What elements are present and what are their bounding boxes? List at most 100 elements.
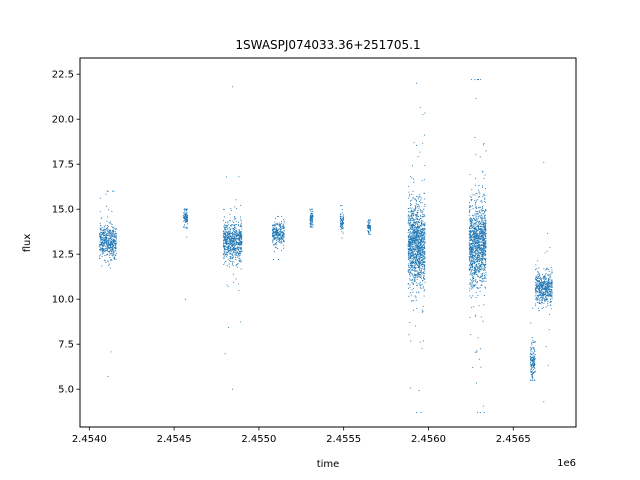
data-point (530, 358, 532, 360)
data-point (408, 266, 410, 268)
data-point (422, 245, 424, 247)
data-point (409, 264, 411, 266)
data-point (412, 217, 414, 219)
data-point (411, 289, 413, 291)
data-point (482, 273, 484, 275)
data-point (310, 220, 313, 222)
data-point (225, 242, 227, 244)
data-point (416, 256, 418, 258)
data-point (241, 242, 243, 244)
data-point (237, 248, 239, 250)
data-point (544, 276, 547, 278)
data-point (411, 234, 413, 236)
data-point (480, 275, 482, 277)
data-point (530, 379, 532, 381)
data-point (531, 348, 533, 350)
data-point (533, 372, 535, 374)
data-point (485, 277, 487, 280)
data-point (183, 220, 185, 222)
data-point (238, 247, 240, 249)
data-point (412, 276, 414, 278)
data-point (106, 248, 108, 250)
data-point (543, 293, 545, 295)
data-point (413, 224, 416, 226)
data-point (472, 280, 474, 283)
data-point (240, 233, 242, 235)
data-point (279, 223, 281, 226)
data-point (531, 359, 533, 361)
data-point (418, 234, 420, 236)
data-point (420, 265, 422, 267)
data-point (367, 221, 369, 223)
data-point (419, 244, 421, 247)
data-point (475, 249, 477, 251)
data-point (409, 235, 412, 237)
data-point (413, 277, 416, 279)
data-point (538, 289, 540, 291)
data-point (469, 230, 471, 232)
data-point (419, 241, 421, 243)
data-point (222, 253, 225, 255)
data-point (412, 232, 414, 234)
data-point (422, 236, 424, 238)
data-point (471, 196, 473, 198)
data-point (410, 269, 413, 271)
data-point (106, 250, 109, 252)
data-point (542, 291, 544, 293)
data-point (414, 325, 416, 327)
data-point (418, 230, 420, 232)
data-point (101, 242, 103, 244)
data-point (412, 243, 414, 245)
data-point (113, 243, 116, 245)
data-point (419, 273, 421, 275)
data-point (407, 229, 409, 232)
data-point (469, 250, 471, 252)
data-point (482, 242, 485, 244)
data-point (186, 220, 189, 223)
data-point (408, 295, 410, 297)
data-point (411, 251, 414, 254)
data-point (469, 234, 471, 236)
data-point (473, 268, 476, 270)
data-point (277, 215, 279, 217)
data-point (224, 262, 226, 264)
data-point (236, 237, 238, 239)
data-point (535, 291, 537, 293)
data-point (238, 233, 240, 236)
data-point (412, 240, 414, 242)
data-point (481, 262, 484, 264)
data-point (538, 288, 540, 290)
data-point (273, 223, 275, 226)
data-point (469, 223, 471, 225)
data-point (415, 296, 417, 298)
data-point (545, 294, 547, 296)
data-point (537, 277, 539, 279)
data-point (476, 213, 478, 215)
data-point (541, 284, 543, 286)
data-point (469, 209, 471, 211)
data-point (481, 214, 483, 216)
data-point (342, 227, 344, 229)
data-point (480, 240, 482, 242)
data-point (224, 249, 226, 251)
data-point (115, 234, 117, 236)
data-point (538, 283, 540, 286)
data-point (273, 235, 275, 237)
data-points (98, 79, 553, 414)
data-point (422, 114, 424, 116)
data-point (225, 176, 227, 178)
data-point (420, 224, 422, 226)
data-point (549, 284, 551, 286)
data-point (409, 251, 411, 253)
data-point (529, 369, 532, 371)
data-point (473, 246, 475, 248)
data-point (478, 206, 480, 208)
data-point (415, 261, 417, 263)
data-point (238, 236, 240, 238)
data-point (480, 200, 482, 202)
data-point (424, 256, 426, 259)
data-point (99, 211, 101, 213)
data-point (485, 236, 487, 238)
